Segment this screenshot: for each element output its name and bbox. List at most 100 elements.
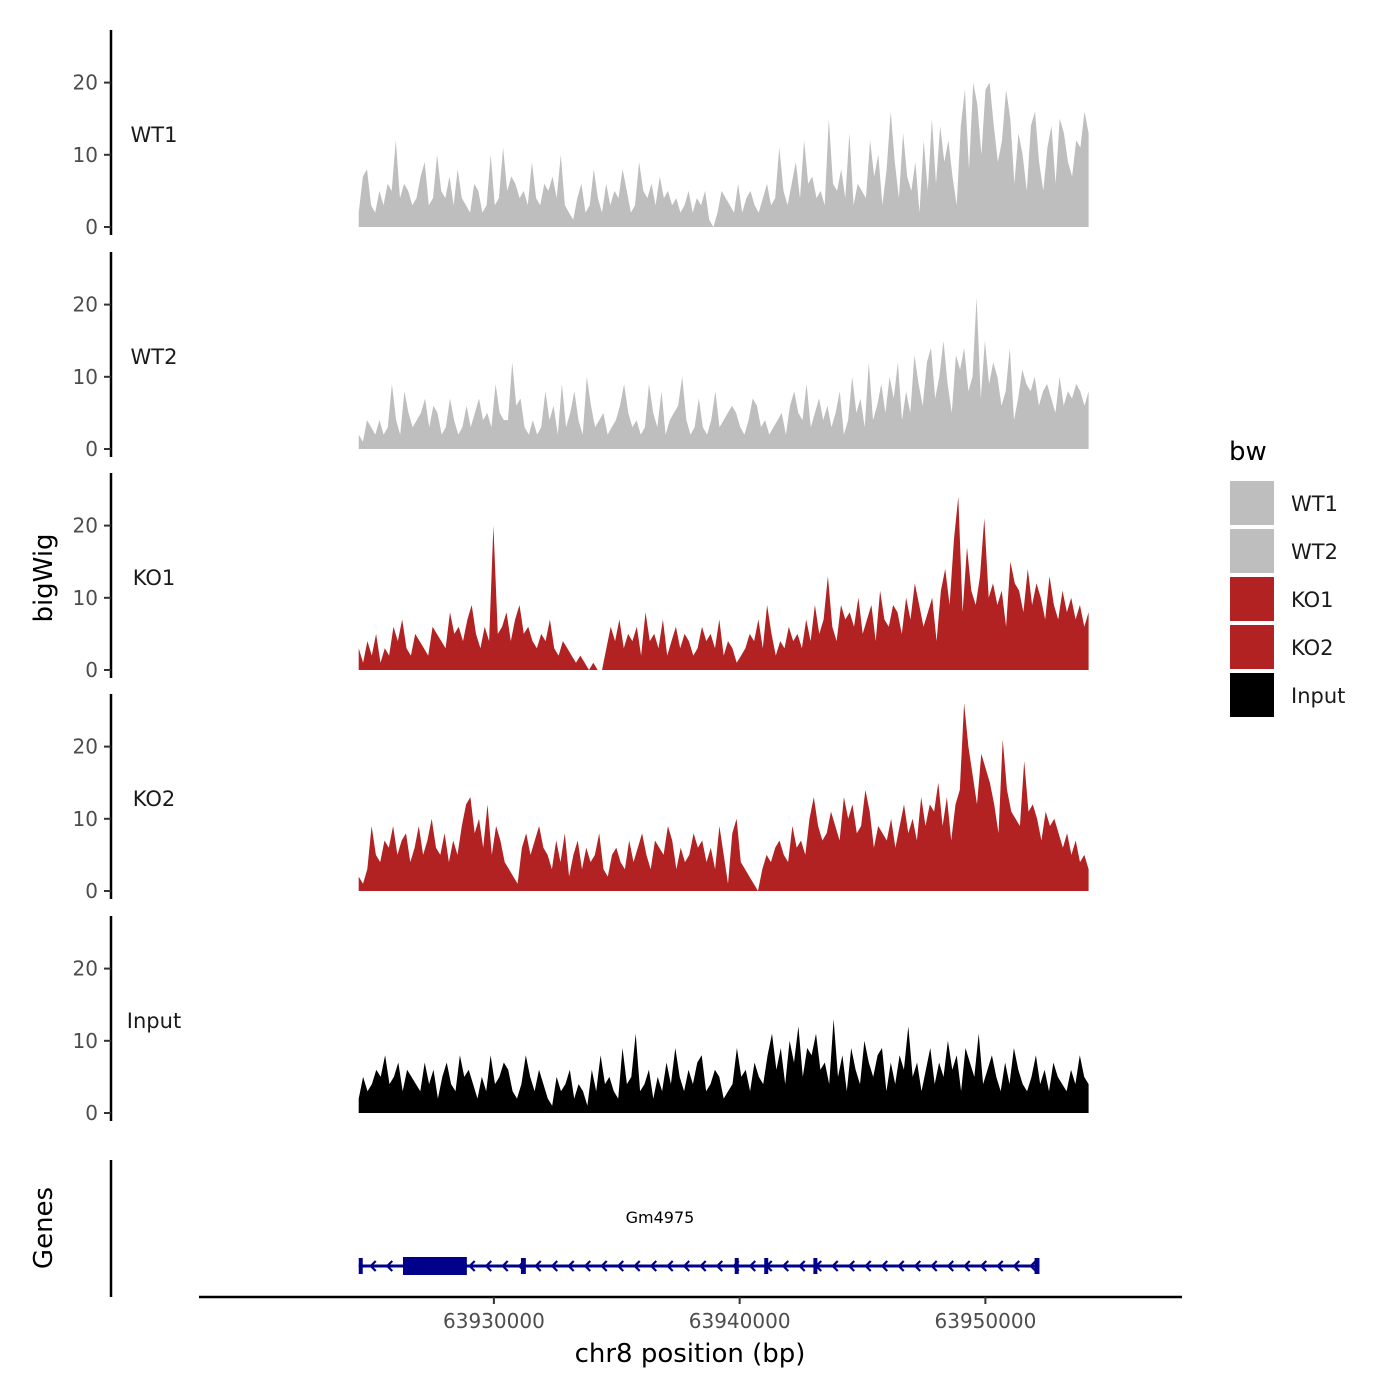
track-label: Input — [127, 1009, 181, 1033]
gene-exon-block — [358, 1258, 363, 1274]
gene-panel-title: Genes — [29, 1187, 59, 1269]
gene-exon-block — [764, 1258, 769, 1274]
y-tick-label: 20 — [73, 957, 98, 981]
track-label: KO2 — [133, 787, 176, 811]
gene-exon-block — [813, 1258, 818, 1274]
y-tick-label: 20 — [73, 293, 98, 317]
strand-arrow — [583, 1260, 592, 1272]
strand-arrow — [831, 1260, 839, 1272]
strand-arrow — [946, 1260, 955, 1272]
gene-model — [358, 1257, 1040, 1275]
strand-arrow — [897, 1260, 905, 1272]
gene-name-label: Gm4975 — [626, 1208, 695, 1227]
legend-swatch — [1228, 527, 1276, 575]
coverage-area-wt2 — [358, 297, 1089, 449]
track-wt1: 0 10 20 WT1 — [73, 30, 1089, 239]
strand-arrow — [748, 1260, 757, 1272]
y-tick-label: 10 — [73, 807, 98, 831]
strand-arrow — [979, 1260, 988, 1272]
strand-arrow — [1012, 1260, 1021, 1272]
strand-arrow — [996, 1260, 1004, 1272]
y-axis-title: bigWig — [29, 533, 59, 622]
y-tick-label: 10 — [73, 586, 98, 610]
y-tick-label: 0 — [85, 658, 98, 682]
strand-arrow — [616, 1260, 625, 1272]
gene-exon-block — [734, 1258, 739, 1274]
strand-arrow — [1029, 1260, 1037, 1272]
x-axis: 63930000 63940000 63950000 chr8 position (… — [199, 1295, 1182, 1369]
legend-label: KO1 — [1291, 588, 1334, 612]
strand-arrow — [550, 1260, 559, 1272]
strand-arrow — [501, 1260, 509, 1272]
y-tick-label: 20 — [73, 71, 98, 95]
legend-swatch — [1228, 671, 1276, 719]
y-tick-label: 10 — [73, 365, 98, 389]
legend-label: WT1 — [1291, 492, 1338, 516]
legend-title: bw — [1229, 437, 1267, 467]
coverage-area-ko1 — [358, 496, 1089, 670]
legend-item-input: Input — [1228, 671, 1345, 719]
track-label: KO1 — [133, 566, 176, 590]
strand-arrow — [600, 1260, 608, 1272]
gene-exon-block — [520, 1258, 526, 1274]
coverage-area-input — [358, 1019, 1089, 1113]
y-tick-label: 10 — [73, 143, 98, 167]
strand-arrow — [715, 1260, 724, 1272]
x-axis-title: chr8 position (bp) — [575, 1339, 806, 1369]
track-ko1: 0 10 20 KO1 — [73, 473, 1089, 682]
x-ticks: 63930000 63940000 63950000 — [443, 1297, 1036, 1333]
track-label: WT1 — [131, 123, 178, 147]
strand-arrow — [484, 1260, 493, 1272]
gene-utr-block — [402, 1257, 467, 1275]
x-tick-label: 63930000 — [443, 1309, 545, 1333]
strand-arrow — [682, 1260, 691, 1272]
strand-arrow — [369, 1260, 377, 1272]
strand-arrow — [633, 1260, 641, 1272]
legend: bw WT1 WT2 KO1 KO2 Input — [1228, 437, 1345, 719]
strand-arrow — [649, 1260, 658, 1272]
y-tick-label: 0 — [85, 215, 98, 239]
legend-item-ko1: KO1 — [1228, 575, 1334, 623]
strand-arrow — [880, 1260, 889, 1272]
legend-swatch — [1228, 623, 1276, 671]
strand-arrow — [699, 1260, 707, 1272]
y-tick-label: 0 — [85, 437, 98, 461]
strand-arrow — [930, 1260, 938, 1272]
legend-label: Input — [1291, 684, 1345, 708]
strand-arrow — [864, 1260, 872, 1272]
track-wt2: 0 10 20 WT2 — [73, 252, 1089, 461]
bigwig-tracks: 0 10 20 WT1 0 10 20 WT2 0 10 20 KO1 0 10 20 KO2 0 10 20 Inp… — [73, 30, 1089, 1125]
strand-arrow — [913, 1260, 922, 1272]
strand-arrow — [781, 1260, 790, 1272]
legend-label: KO2 — [1291, 636, 1334, 660]
legend-item-wt1: WT1 — [1228, 479, 1338, 527]
legend-swatch — [1228, 479, 1276, 527]
legend-swatch — [1228, 575, 1276, 623]
track-ko2: 0 10 20 KO2 — [73, 694, 1089, 903]
strand-arrow — [798, 1260, 806, 1272]
strand-arrow — [847, 1260, 856, 1272]
y-tick-label: 10 — [73, 1029, 98, 1053]
y-tick-label: 20 — [73, 514, 98, 538]
strand-arrow — [567, 1260, 575, 1272]
legend-item-ko2: KO2 — [1228, 623, 1334, 671]
track-label: WT2 — [131, 345, 178, 369]
coverage-area-ko2 — [358, 703, 1089, 891]
strand-arrow — [534, 1260, 542, 1272]
y-axis-title-group: bigWig — [29, 533, 59, 622]
gene-panel: Genes Gm4975 — [29, 1160, 1040, 1297]
y-tick-label: 20 — [73, 735, 98, 759]
y-tick-label: 0 — [85, 879, 98, 903]
strand-arrow — [666, 1260, 674, 1272]
y-tick-label: 0 — [85, 1101, 98, 1125]
x-tick-label: 63940000 — [689, 1309, 791, 1333]
strand-arrow — [385, 1260, 394, 1272]
legend-items: WT1 WT2 KO1 KO2 Input — [1228, 479, 1345, 719]
strand-arrow — [468, 1260, 476, 1272]
x-tick-label: 63950000 — [935, 1309, 1037, 1333]
gene-exon-block — [1034, 1258, 1040, 1274]
track-input: 0 10 20 Input — [73, 916, 1089, 1125]
legend-label: WT2 — [1291, 540, 1338, 564]
coverage-area-wt1 — [358, 82, 1089, 227]
